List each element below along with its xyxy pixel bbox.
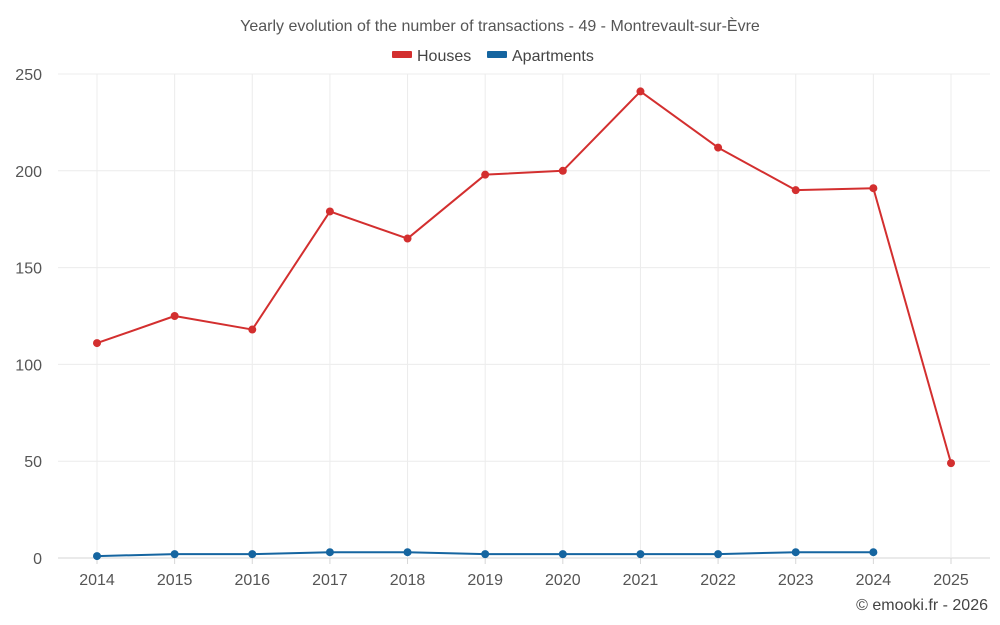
- data-point-houses: [869, 184, 878, 193]
- grid-lines: [58, 73, 990, 559]
- data-point-houses: [558, 166, 567, 175]
- data-point-apartments: [869, 548, 878, 557]
- y-tick-label: 250: [15, 67, 42, 84]
- data-point-houses: [403, 234, 412, 243]
- x-tick-label: 2015: [157, 572, 193, 589]
- legend-swatch-apartments: [487, 51, 507, 58]
- x-tick-label: 2018: [390, 572, 426, 589]
- data-point-apartments: [791, 548, 800, 557]
- legend-swatch-houses: [392, 51, 412, 58]
- data-point-houses: [325, 207, 334, 216]
- series-layer: [93, 87, 955, 561]
- data-point-houses: [636, 87, 645, 96]
- y-tick-label: 50: [24, 454, 42, 471]
- data-point-houses: [714, 143, 723, 152]
- series-apartments: [93, 548, 878, 561]
- x-tick-label: 2020: [545, 572, 581, 589]
- x-tick-label: 2022: [700, 572, 736, 589]
- data-point-houses: [947, 459, 955, 468]
- x-tick-label: 2019: [467, 572, 503, 589]
- data-point-houses: [93, 339, 101, 348]
- x-tick-label: 2025: [933, 572, 969, 589]
- x-tick-label: 2016: [234, 572, 270, 589]
- x-tick-label: 2014: [79, 572, 115, 589]
- x-tick-label: 2023: [778, 572, 814, 589]
- legend-label-apartments: Apartments: [512, 48, 594, 65]
- data-point-houses: [791, 186, 800, 195]
- y-tick-label: 200: [15, 164, 42, 181]
- series-houses: [93, 87, 955, 468]
- y-tick-label: 0: [33, 551, 42, 568]
- data-point-apartments: [636, 550, 645, 559]
- data-point-houses: [481, 170, 490, 179]
- x-tick-label: 2024: [856, 572, 892, 589]
- data-point-apartments: [403, 548, 412, 557]
- data-point-apartments: [170, 550, 179, 559]
- y-tick-label: 150: [15, 261, 42, 278]
- series-line-houses: [96, 90, 952, 464]
- chart-title: Yearly evolution of the number of transa…: [240, 16, 760, 35]
- data-point-houses: [248, 325, 257, 334]
- data-point-apartments: [558, 550, 567, 559]
- data-point-apartments: [714, 550, 723, 559]
- data-point-apartments: [325, 548, 334, 557]
- legend-label-houses: Houses: [417, 48, 471, 65]
- x-tick-label: 2021: [623, 572, 659, 589]
- data-point-apartments: [481, 550, 490, 559]
- legend: Houses Apartments: [392, 48, 594, 65]
- x-tick-label: 2017: [312, 572, 348, 589]
- credit-text: © emooki.fr - 2026: [856, 597, 988, 614]
- data-point-apartments: [248, 550, 257, 559]
- axes: 0 50 100 150 200 250 2014 2015 2016 2017 2018 2019 2…: [15, 67, 969, 589]
- data-point-apartments: [93, 552, 101, 561]
- data-point-houses: [170, 312, 179, 320]
- y-tick-label: 100: [15, 357, 42, 374]
